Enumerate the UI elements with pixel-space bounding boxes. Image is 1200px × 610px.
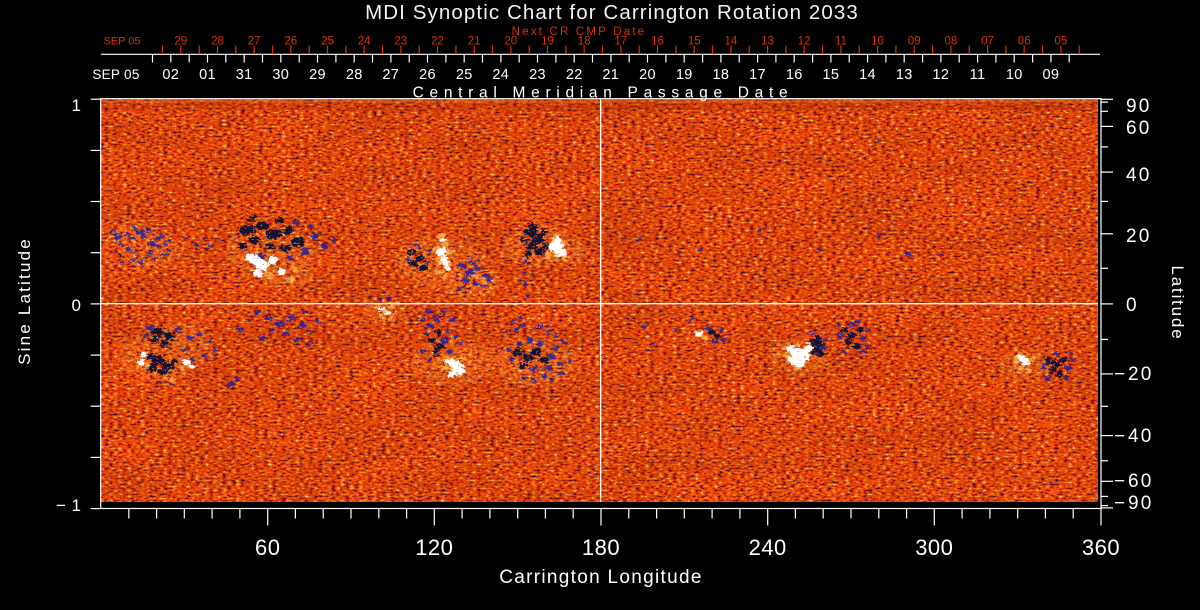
svg-text:1: 1 [72, 496, 81, 515]
svg-text:23: 23 [529, 67, 546, 83]
svg-text:MDI Synoptic Chart for Carring: MDI Synoptic Chart for Carrington Rotati… [365, 1, 859, 24]
svg-text:90: 90 [1126, 96, 1152, 117]
svg-text:06: 06 [1018, 36, 1031, 48]
svg-text:−: − [1114, 493, 1127, 514]
svg-text:23: 23 [394, 36, 407, 48]
svg-text:25: 25 [456, 67, 473, 83]
svg-text:28: 28 [211, 36, 224, 48]
svg-text:26: 26 [419, 67, 436, 83]
svg-text:27: 27 [382, 67, 399, 83]
svg-text:90: 90 [1128, 493, 1154, 514]
svg-text:20: 20 [504, 36, 517, 48]
svg-text:16: 16 [651, 36, 664, 48]
svg-text:12: 12 [798, 36, 811, 48]
svg-text:16: 16 [786, 67, 803, 83]
svg-text:17: 17 [749, 67, 766, 83]
svg-text:SEP 05: SEP 05 [103, 36, 140, 48]
svg-text:11: 11 [970, 67, 986, 83]
svg-text:15: 15 [823, 67, 840, 83]
svg-text:13: 13 [761, 36, 774, 48]
svg-text:60: 60 [1128, 471, 1154, 492]
svg-text:40: 40 [1126, 165, 1152, 186]
svg-text:40: 40 [1128, 426, 1154, 447]
svg-text:30: 30 [272, 67, 289, 83]
svg-text:31: 31 [236, 67, 253, 83]
svg-text:60: 60 [1126, 118, 1152, 139]
svg-text:02: 02 [162, 67, 179, 83]
svg-text:0: 0 [72, 296, 81, 315]
svg-text:20: 20 [1126, 226, 1152, 247]
svg-text:14: 14 [859, 67, 876, 83]
svg-text:05: 05 [1055, 36, 1068, 48]
svg-text:01: 01 [199, 67, 216, 83]
svg-text:Carrington Longitude: Carrington Longitude [499, 567, 702, 588]
svg-text:24: 24 [492, 67, 509, 83]
svg-text:Next CR CMP Date: Next CR CMP Date [512, 26, 647, 38]
svg-text:60: 60 [255, 535, 280, 560]
svg-text:10: 10 [871, 36, 884, 48]
svg-text:09: 09 [908, 36, 921, 48]
svg-text:SEP 05: SEP 05 [92, 67, 139, 82]
svg-text:21: 21 [602, 67, 619, 83]
svg-text:12: 12 [933, 67, 950, 83]
svg-text:28: 28 [346, 67, 363, 83]
svg-text:19: 19 [676, 67, 693, 83]
svg-text:−: − [1114, 471, 1127, 492]
svg-text:08: 08 [945, 36, 958, 48]
svg-text:18: 18 [578, 36, 591, 48]
svg-text:120: 120 [415, 535, 453, 560]
svg-text:22: 22 [431, 36, 444, 48]
svg-text:14: 14 [725, 36, 738, 48]
svg-text:240: 240 [749, 535, 787, 560]
svg-text:18: 18 [713, 67, 730, 83]
svg-text:Sine Latitude: Sine Latitude [15, 237, 34, 365]
svg-text:360: 360 [1082, 535, 1120, 560]
svg-text:09: 09 [1043, 67, 1060, 83]
svg-text:0: 0 [1126, 295, 1139, 316]
svg-text:Latitude: Latitude [1168, 266, 1187, 341]
svg-text:29: 29 [309, 67, 326, 83]
svg-text:24: 24 [358, 36, 371, 48]
svg-text:13: 13 [896, 67, 913, 83]
svg-text:300: 300 [915, 535, 953, 560]
svg-text:27: 27 [248, 36, 261, 48]
svg-text:29: 29 [174, 36, 187, 48]
svg-text:11: 11 [835, 36, 847, 48]
svg-text:10: 10 [1006, 67, 1023, 83]
svg-text:21: 21 [468, 36, 481, 48]
svg-text:180: 180 [582, 535, 620, 560]
svg-text:20: 20 [639, 67, 656, 83]
svg-text:15: 15 [688, 36, 701, 48]
svg-text:25: 25 [321, 36, 334, 48]
svg-text:26: 26 [284, 36, 297, 48]
svg-text:19: 19 [541, 36, 554, 48]
svg-text:07: 07 [981, 36, 994, 48]
svg-text:17: 17 [614, 36, 627, 48]
svg-text:Central Meridian Passage Date: Central Meridian Passage Date [413, 85, 794, 102]
svg-text:22: 22 [566, 67, 583, 83]
svg-text:20: 20 [1128, 364, 1154, 385]
svg-text:−: − [1114, 426, 1127, 447]
svg-text:−: − [1114, 364, 1127, 385]
svg-text:−: − [56, 496, 66, 515]
svg-text:1: 1 [72, 96, 81, 115]
